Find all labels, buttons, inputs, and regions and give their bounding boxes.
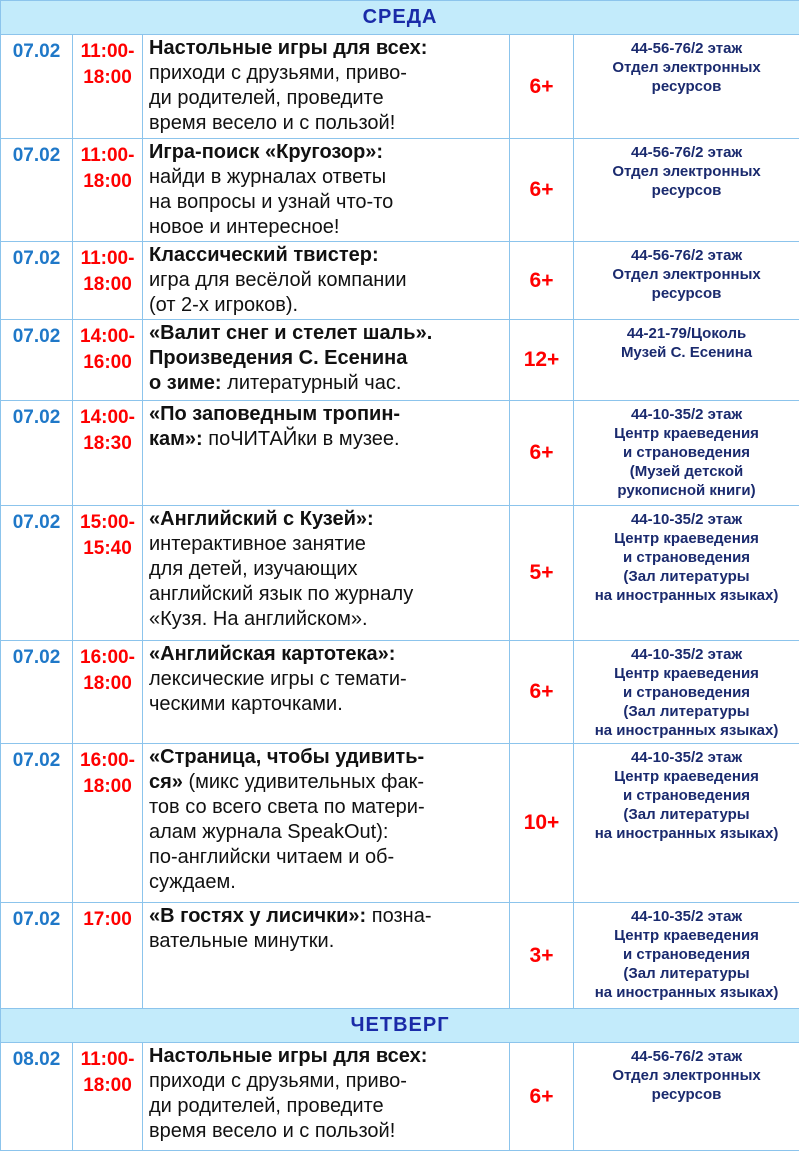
event-date: 07.02 xyxy=(1,401,73,506)
event-text: игра для весёлой компании (от 2-х игроко… xyxy=(149,269,407,316)
event-location: 44-56-76/2 этаж Отдел электронных ресурс… xyxy=(574,35,799,139)
event-time: 16:00- 18:00 xyxy=(73,744,143,903)
event-description: «В гостях у лисички»: позна- вательные м… xyxy=(143,903,510,1009)
event-row: 07.02 16:00- 18:00 «Английская картотека… xyxy=(1,641,799,744)
event-text: найди в журналах ответы на вопросы и узн… xyxy=(149,166,393,238)
event-description: Игра-поиск «Кругозор»: найди в журналах … xyxy=(143,139,510,242)
event-location: 44-10-35/2 этаж Центр краеведения и стра… xyxy=(574,744,799,903)
event-row: 07.02 17:00 «В гостях у лисички»: позна-… xyxy=(1,903,799,1009)
event-location: 44-56-76/2 этаж Отдел электронных ресурс… xyxy=(574,242,799,320)
event-description: «Страница, чтобы удивить- ся» (микс удив… xyxy=(143,744,510,903)
day-header: ЧЕТВЕРГ xyxy=(1,1009,799,1043)
age-rating: 6+ xyxy=(510,1043,574,1151)
event-text: лексические игры с темати- ческими карто… xyxy=(149,668,407,715)
event-date: 07.02 xyxy=(1,139,73,242)
day-title: ЧЕТВЕРГ xyxy=(1,1009,799,1043)
event-time: 11:00- 18:00 xyxy=(73,35,143,139)
event-description: «По заповедным тропин- кам»: поЧИТАЙки в… xyxy=(143,401,510,506)
event-row: 07.02 15:00- 15:40 «Английский с Кузей»:… xyxy=(1,506,799,641)
event-title: Настольные игры для всех: xyxy=(149,37,427,59)
event-title: Классический твистер: xyxy=(149,244,379,266)
event-time: 11:00- 18:00 xyxy=(73,139,143,242)
event-row: 07.02 14:00- 16:00 «Валит снег и стелет … xyxy=(1,320,799,401)
event-description: Настольные игры для всех: приходи с друз… xyxy=(143,35,510,139)
event-date: 07.02 xyxy=(1,320,73,401)
event-description: «Валит снег и стелет шаль». Произведения… xyxy=(143,320,510,401)
day-header: СРЕДА xyxy=(1,1,799,35)
event-time: 16:00- 18:00 xyxy=(73,641,143,744)
event-title: Настольные игры для всех: xyxy=(149,1045,427,1067)
event-time: 17:00 xyxy=(73,903,143,1009)
event-description: «Английский с Кузей»: интерактивное заня… xyxy=(143,506,510,641)
age-rating: 5+ xyxy=(510,506,574,641)
age-rating: 12+ xyxy=(510,320,574,401)
age-rating: 6+ xyxy=(510,139,574,242)
event-location: 44-10-35/2 этаж Центр краеведения и стра… xyxy=(574,506,799,641)
event-title: «Английский с Кузей»: xyxy=(149,508,374,530)
event-date: 07.02 xyxy=(1,35,73,139)
event-row: 07.02 11:00- 18:00 Игра-поиск «Кругозор»… xyxy=(1,139,799,242)
event-location: 44-10-35/2 этаж Центр краеведения и стра… xyxy=(574,641,799,744)
event-date: 08.02 xyxy=(1,1043,73,1151)
event-location: 44-56-76/2 этаж Отдел электронных ресурс… xyxy=(574,139,799,242)
event-title: Игра-поиск «Кругозор»: xyxy=(149,141,383,163)
day-title: СРЕДА xyxy=(1,1,799,35)
event-location: 44-10-35/2 этаж Центр краеведения и стра… xyxy=(574,401,799,506)
event-row: 07.02 16:00- 18:00 «Страница, чтобы удив… xyxy=(1,744,799,903)
event-text: интерактивное занятие для детей, изучающ… xyxy=(149,533,413,630)
event-text: приходи с друзьями, приво- ди родителей,… xyxy=(149,62,407,134)
event-row: 07.02 11:00- 18:00 Настольные игры для в… xyxy=(1,35,799,139)
event-time: 11:00- 18:00 xyxy=(73,1043,143,1151)
event-row: 07.02 11:00- 18:00 Классический твистер:… xyxy=(1,242,799,320)
age-rating: 3+ xyxy=(510,903,574,1009)
event-description: Настольные игры для всех: приходи с друз… xyxy=(143,1043,510,1151)
event-text: поЧИТАЙки в музее. xyxy=(203,428,400,450)
event-location: 44-10-35/2 этаж Центр краеведения и стра… xyxy=(574,903,799,1009)
event-date: 07.02 xyxy=(1,903,73,1009)
event-description: «Английская картотека»: лексические игры… xyxy=(143,641,510,744)
age-rating: 6+ xyxy=(510,242,574,320)
event-row: 07.02 14:00- 18:30 «По заповедным тропин… xyxy=(1,401,799,506)
event-date: 07.02 xyxy=(1,242,73,320)
event-text: (микс удивительных фак- тов со всего све… xyxy=(149,771,425,893)
event-text: литературный час. xyxy=(222,372,402,394)
event-time: 14:00- 16:00 xyxy=(73,320,143,401)
age-rating: 10+ xyxy=(510,744,574,903)
event-time: 11:00- 18:00 xyxy=(73,242,143,320)
event-time: 15:00- 15:40 xyxy=(73,506,143,641)
event-time: 14:00- 18:30 xyxy=(73,401,143,506)
event-date: 07.02 xyxy=(1,744,73,903)
event-text: приходи с друзьями, приво- ди родителей,… xyxy=(149,1070,407,1142)
event-date: 07.02 xyxy=(1,506,73,641)
event-title: «Английская картотека»: xyxy=(149,643,395,665)
age-rating: 6+ xyxy=(510,35,574,139)
event-date: 07.02 xyxy=(1,641,73,744)
event-description: Классический твистер: игра для весёлой к… xyxy=(143,242,510,320)
age-rating: 6+ xyxy=(510,641,574,744)
event-title: «В гостях у лисички»: xyxy=(149,905,366,927)
event-location: 44-56-76/2 этаж Отдел электронных ресурс… xyxy=(574,1043,799,1151)
event-row: 08.02 11:00- 18:00 Настольные игры для в… xyxy=(1,1043,799,1151)
event-location: 44-21-79/Цоколь Музей С. Есенина xyxy=(574,320,799,401)
age-rating: 6+ xyxy=(510,401,574,506)
